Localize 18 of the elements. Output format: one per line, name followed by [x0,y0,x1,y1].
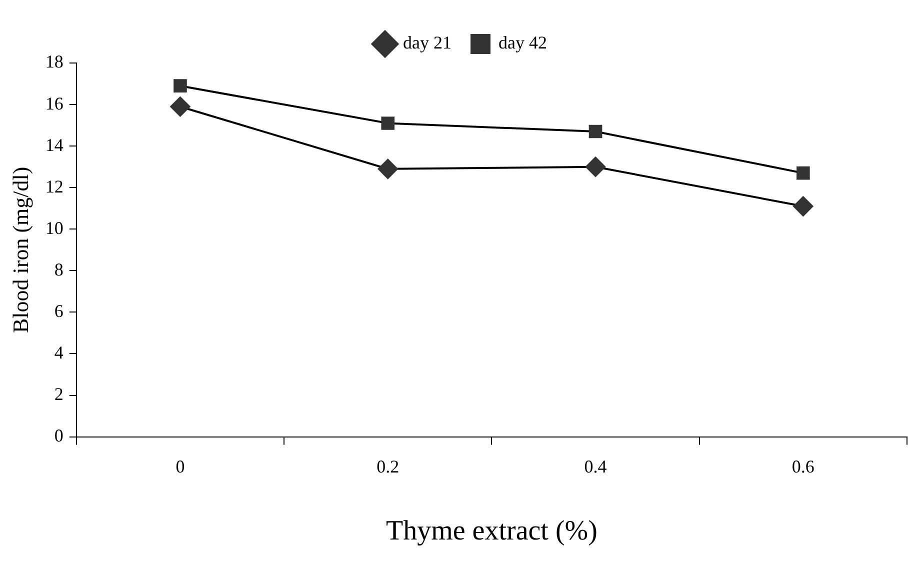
y-tick-label: 4 [54,342,64,362]
x-tick-label: 0.2 [376,456,400,476]
y-tick-label: 12 [45,176,64,196]
legend-label: day 21 [403,32,452,53]
y-axis-title: Blood iron (mg/dl) [8,166,33,334]
y-tick-label: 0 [54,426,64,446]
x-tick-label: 0 [176,456,185,476]
x-axis-title: Thyme extract (%) [386,516,598,547]
y-tick-label: 18 [45,52,64,72]
y-tick-label: 14 [45,134,64,155]
y-tick-label: 6 [54,300,64,321]
y-tick-label: 16 [45,93,64,114]
legend-label: day 42 [498,32,547,53]
y-tick-label: 2 [54,384,64,404]
x-tick-label: 0.4 [584,456,607,476]
y-tick-label: 8 [54,259,64,280]
x-tick-label: 0.6 [792,456,814,476]
y-tick-label: 10 [45,218,64,238]
